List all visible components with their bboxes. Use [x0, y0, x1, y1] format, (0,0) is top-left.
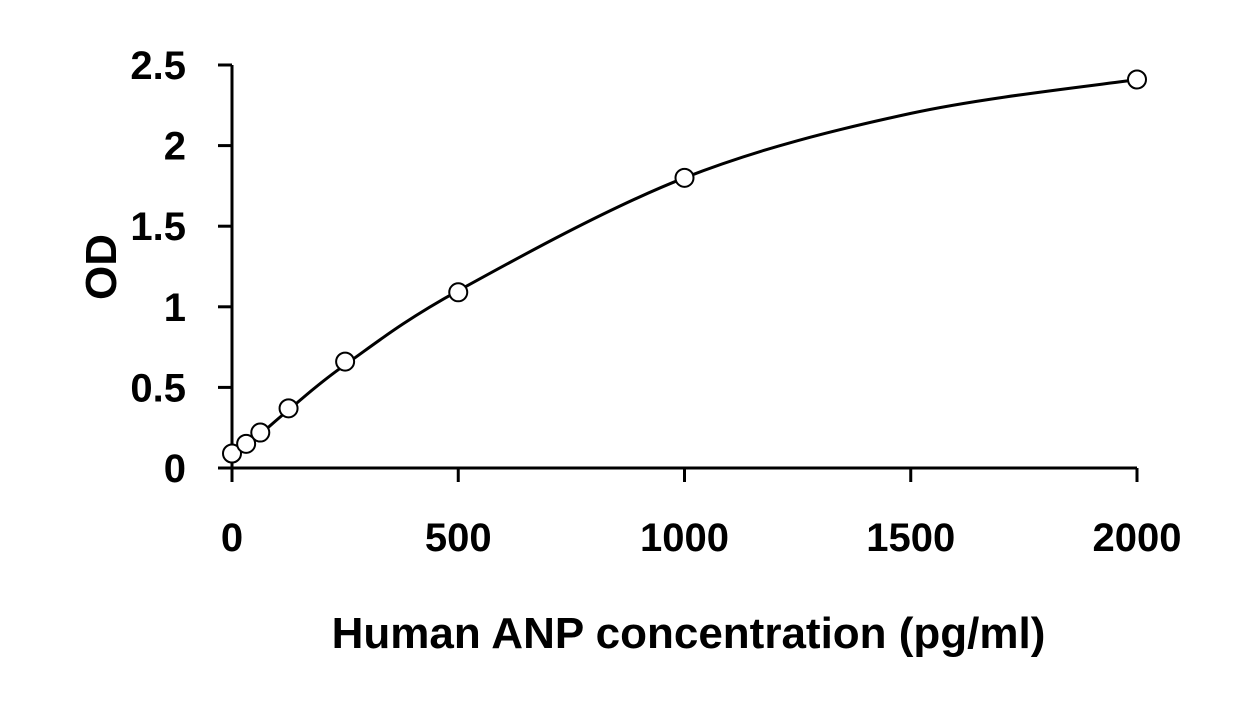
x-tick-label: 500	[425, 516, 492, 560]
axes	[218, 63, 1139, 482]
y-tick-label: 0	[164, 447, 186, 491]
data-point	[278, 398, 299, 419]
data-points	[222, 69, 1147, 464]
data-point	[236, 433, 257, 454]
data-point	[448, 282, 469, 303]
x-tick-label: 0	[221, 516, 243, 560]
x-tick-label: 1500	[866, 516, 955, 560]
y-tick-label: 1.5	[130, 205, 186, 249]
y-tick-label: 1	[164, 286, 186, 330]
y-tick-labels: 0 0.5 1 1.5 2 2.5	[130, 44, 186, 491]
y-tick-label: 0.5	[130, 366, 186, 410]
x-tick-label: 1000	[640, 516, 729, 560]
data-point	[250, 422, 271, 443]
x-tick-labels: 0 500 1000 1500 2000	[221, 516, 1182, 560]
y-axis-title: OD	[77, 234, 126, 300]
y-tick-label: 2.5	[130, 44, 186, 88]
data-point	[222, 443, 242, 464]
fit-curve-line	[231, 78, 1138, 455]
data-point	[674, 167, 695, 188]
data-point	[335, 351, 356, 372]
x-tick-label: 2000	[1093, 516, 1182, 560]
y-tick-label: 2	[164, 125, 186, 169]
x-axis-title: Human ANP concentration (pg/ml)	[332, 609, 1046, 658]
data-point	[1127, 69, 1147, 90]
